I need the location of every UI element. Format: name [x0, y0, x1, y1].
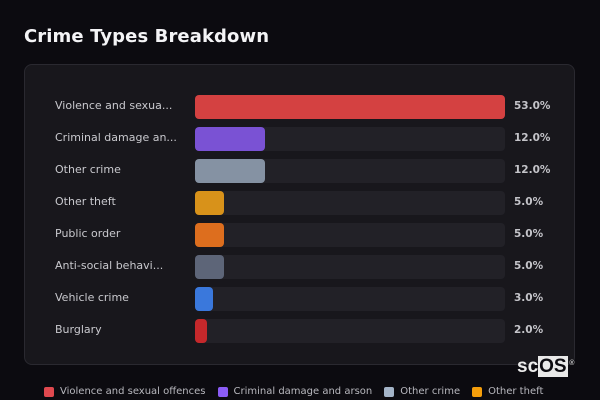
bar-value: 2.0% [514, 324, 544, 336]
bar-value: 3.0% [514, 292, 544, 304]
bar-value: 5.0% [514, 196, 544, 208]
bar-row[interactable]: Violence and sexua... 53.0% [25, 95, 574, 119]
bar-track [195, 223, 505, 247]
bar-fill[interactable] [195, 95, 505, 119]
bar-track [195, 95, 505, 119]
bar-value: 12.0% [514, 132, 551, 144]
bar-row[interactable]: Anti-social behavi... 5.0% [25, 255, 574, 279]
bar-track [195, 319, 505, 343]
bar-label: Other theft [55, 195, 116, 208]
bar-row[interactable]: Other crime 12.0% [25, 159, 574, 183]
legend-item[interactable]: Violence and sexual offences [44, 386, 206, 397]
bar-track [195, 191, 505, 215]
bar-value: 53.0% [514, 100, 551, 112]
chart-legend: Violence and sexual offences Criminal dam… [44, 386, 543, 397]
bar-label: Public order [55, 227, 121, 240]
registered-mark: ® [569, 360, 575, 367]
bar-row[interactable]: Public order 5.0% [25, 223, 574, 247]
bar-value: 12.0% [514, 164, 551, 176]
logo-prefix: sc [517, 356, 539, 377]
page-title: Crime Types Breakdown [24, 26, 270, 47]
bar-row[interactable]: Other theft 5.0% [25, 191, 574, 215]
legend-item[interactable]: Other crime [384, 386, 460, 397]
bar-track [195, 159, 505, 183]
bar-fill[interactable] [195, 255, 225, 279]
bar-fill[interactable] [195, 159, 266, 183]
bar-row[interactable]: Burglary 2.0% [25, 319, 574, 343]
bar-row[interactable]: Criminal damage an... 12.0% [25, 127, 574, 151]
bar-row[interactable]: Vehicle crime 3.0% [25, 287, 574, 311]
bar-track [195, 287, 505, 311]
bar-value: 5.0% [514, 228, 544, 240]
bar-label: Violence and sexua... [55, 99, 173, 112]
legend-swatch-icon [44, 386, 54, 397]
legend-swatch-icon [384, 386, 395, 397]
bar-fill[interactable] [195, 319, 207, 343]
bar-label: Burglary [55, 323, 102, 336]
bar-label: Other crime [55, 163, 121, 176]
legend-label: Other theft [488, 386, 544, 397]
scos-logo: scOS ® [517, 356, 575, 377]
legend-item[interactable]: Criminal damage and arson [217, 386, 373, 397]
legend-label: Other crime [400, 386, 461, 397]
bar-label: Vehicle crime [55, 291, 129, 304]
logo-suffix: OS [538, 356, 568, 377]
bar-track [195, 255, 505, 279]
legend-swatch-icon [472, 386, 483, 397]
bar-track [195, 127, 505, 151]
bar-label: Criminal damage an... [55, 131, 177, 144]
bar-fill[interactable] [195, 127, 266, 151]
bar-value: 5.0% [514, 260, 544, 272]
chart-panel: Violence and sexua... 53.0% Criminal damag… [24, 64, 575, 365]
legend-swatch-icon [217, 386, 228, 397]
bar-fill[interactable] [195, 287, 213, 311]
bar-fill[interactable] [195, 223, 225, 247]
legend-item[interactable]: Other theft [472, 386, 543, 397]
bar-label: Anti-social behavi... [55, 259, 164, 272]
legend-label: Criminal damage and arson [233, 386, 373, 397]
legend-label: Violence and sexual offences [60, 386, 206, 397]
bar-fill[interactable] [195, 191, 225, 215]
